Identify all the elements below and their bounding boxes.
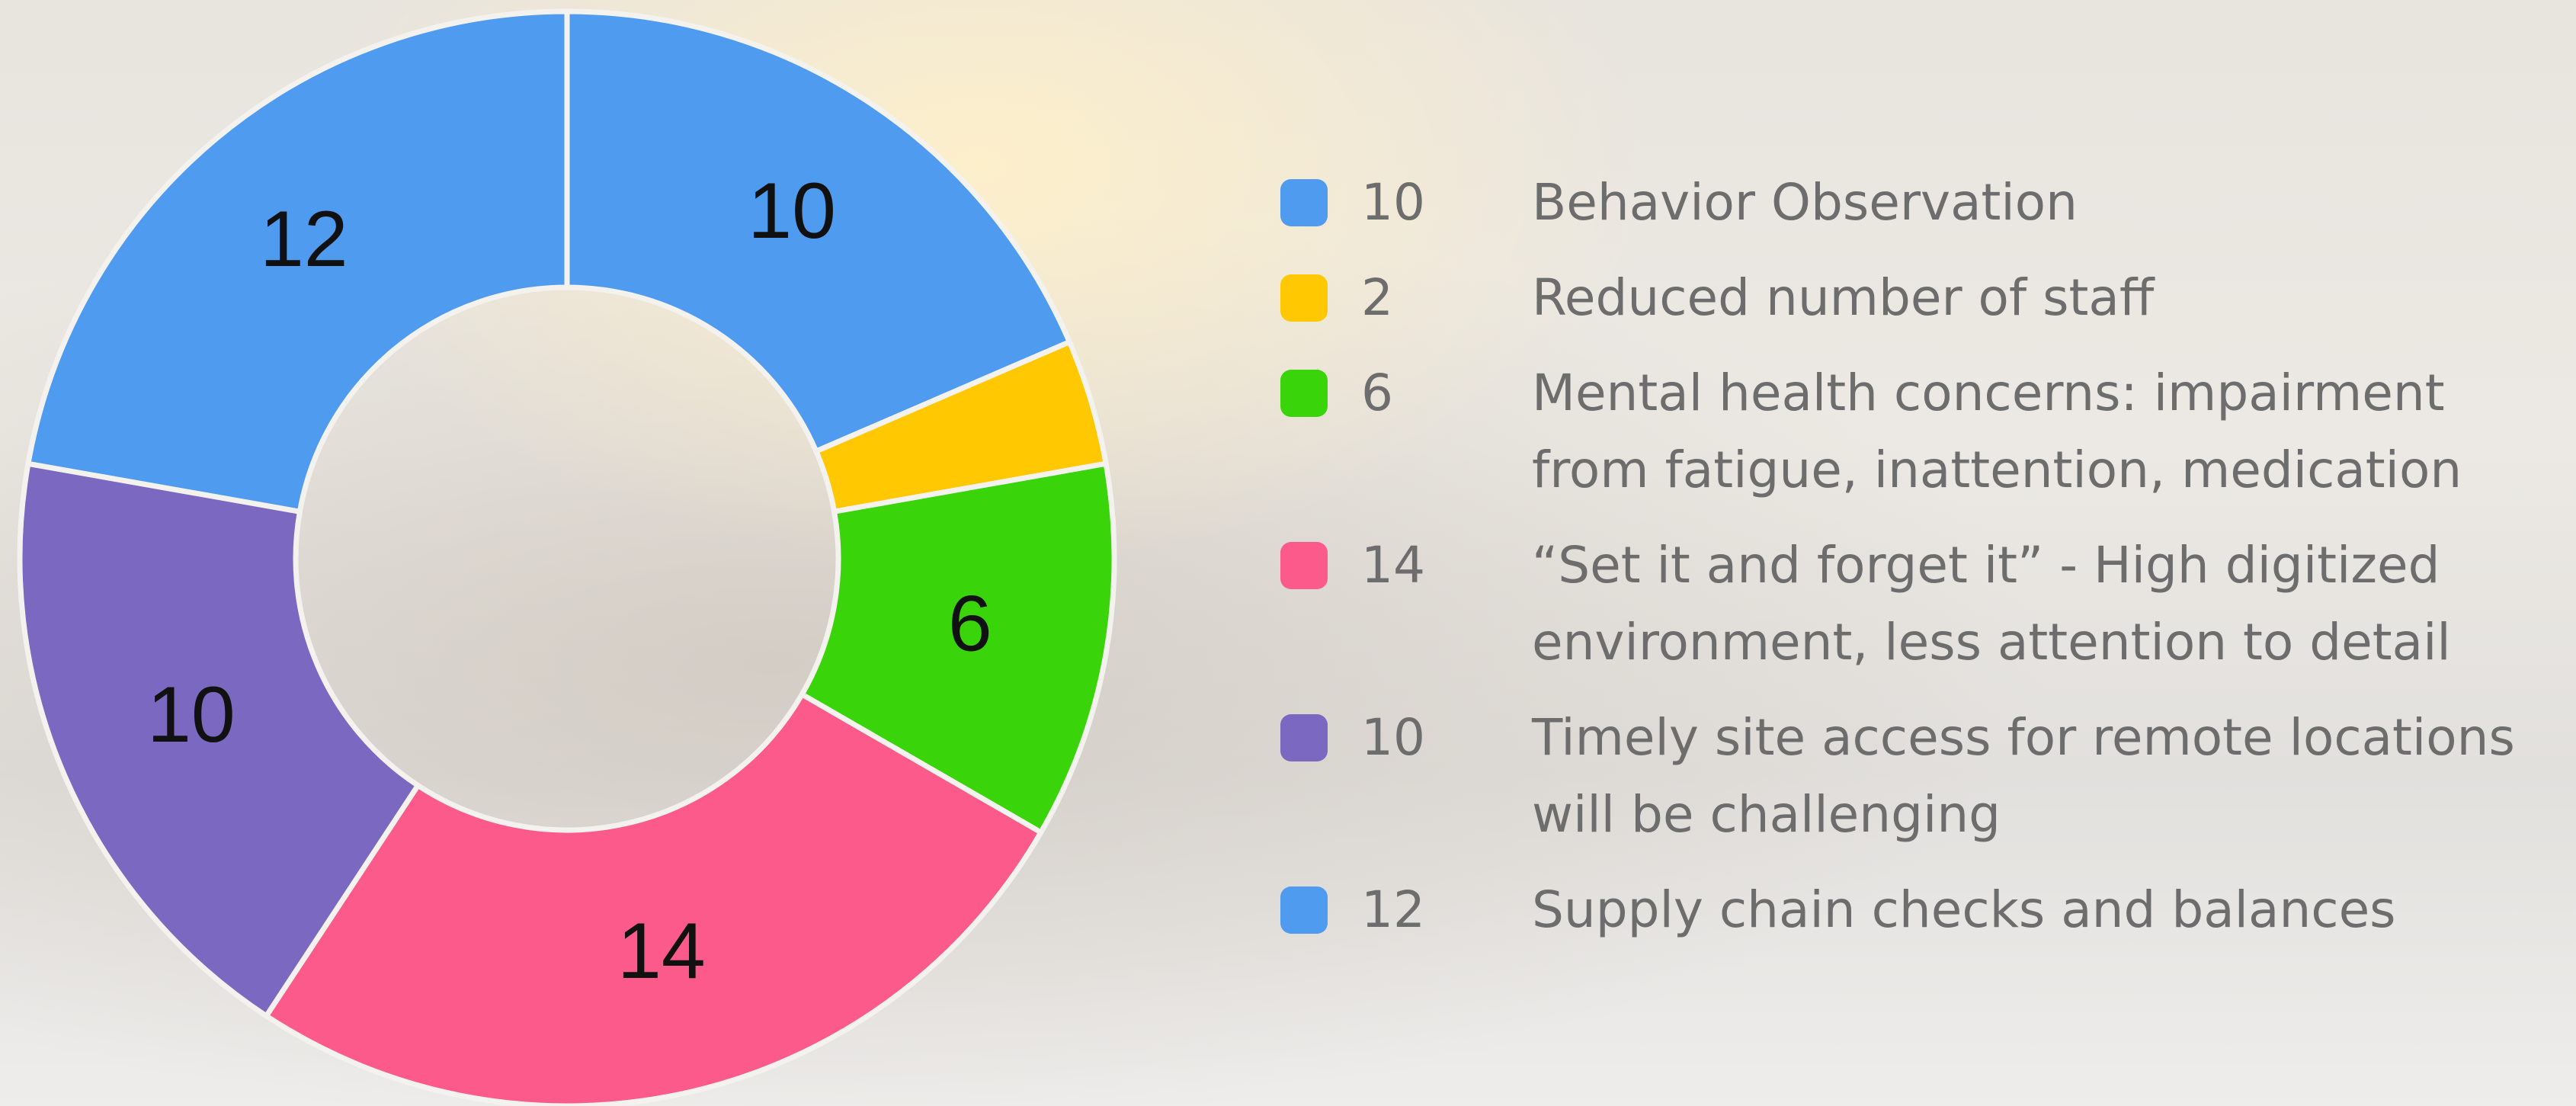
legend-label: Mental health concerns: impairment from …: [1532, 354, 2546, 508]
legend-label: “Set it and forget it” - High digitized …: [1532, 527, 2546, 681]
legend-value: 2: [1361, 259, 1532, 336]
legend-swatch: [1280, 886, 1328, 934]
legend-value: 10: [1361, 699, 1532, 776]
legend-item: 14“Set it and forget it” - High digitize…: [1280, 527, 2561, 681]
slice-label: 10: [147, 671, 235, 759]
donut-chart: 10 6 14 10 12: [0, 0, 1143, 1106]
legend-swatch: [1280, 370, 1328, 417]
slice-label: 12: [260, 195, 348, 284]
legend-label: Behavior Observation: [1532, 164, 2546, 241]
legend-value: 6: [1361, 354, 1532, 431]
page: 106141012 10Behavior Observation2Reduced…: [0, 0, 2576, 1106]
legend-label: Supply chain checks and balances: [1532, 871, 2546, 948]
legend-swatch: [1280, 179, 1328, 226]
legend-value: 12: [1361, 871, 1532, 948]
slice-label: 10: [748, 167, 836, 255]
slice-label: 14: [617, 907, 706, 995]
legend-value: 14: [1361, 527, 1532, 604]
legend-label: Reduced number of staff: [1532, 259, 2546, 336]
slice-label: 6: [948, 580, 992, 668]
legend-swatch: [1280, 274, 1328, 322]
legend-swatch: [1280, 714, 1328, 761]
legend-label: Timely site access for remote locations …: [1532, 699, 2546, 853]
legend-value: 10: [1361, 164, 1532, 241]
legend-swatch: [1280, 542, 1328, 589]
